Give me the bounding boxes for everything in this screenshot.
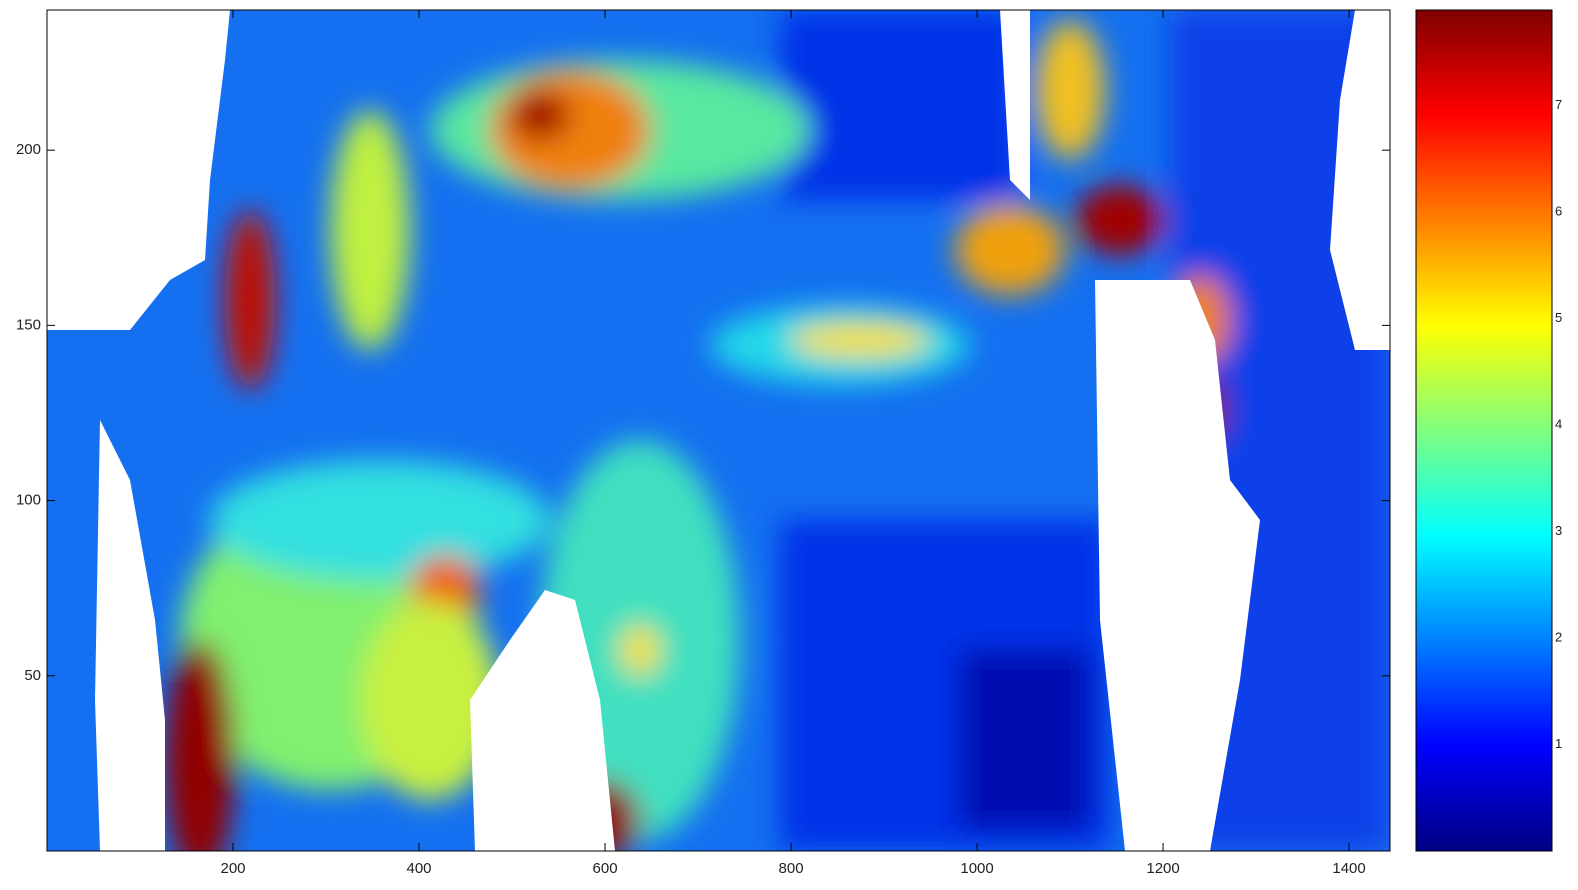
colorbar-tick-label: 6 xyxy=(1555,204,1562,219)
x-tick-label: 800 xyxy=(779,860,804,877)
colorbar-tick-label: 1 xyxy=(1555,736,1562,751)
y-tick-label: 200 xyxy=(16,141,41,158)
colorbar-tick-label: 5 xyxy=(1555,310,1562,325)
colorbar-tick-label: 3 xyxy=(1555,523,1562,538)
y-tick-label: 100 xyxy=(16,492,41,509)
x-tick-label: 1000 xyxy=(960,860,993,877)
x-tick-label: 1400 xyxy=(1332,860,1365,877)
chart: 200 400 600 800 1000 1200 1400 50 100 150 200 1 2 3 4 5… xyxy=(0,0,1578,885)
y-tick-label: 50 xyxy=(24,667,41,684)
colorbar-tick-label: 2 xyxy=(1555,630,1562,645)
contour-field xyxy=(47,10,1390,880)
colorbar-tick-label: 7 xyxy=(1555,97,1562,112)
colorbar xyxy=(1416,10,1552,851)
x-tick-label: 600 xyxy=(593,860,618,877)
x-tick-label: 1200 xyxy=(1146,860,1179,877)
colorbar-tick-label: 4 xyxy=(1555,417,1562,432)
x-tick-label: 400 xyxy=(407,860,432,877)
y-tick-label: 150 xyxy=(16,316,41,333)
x-tick-label: 200 xyxy=(220,860,245,877)
